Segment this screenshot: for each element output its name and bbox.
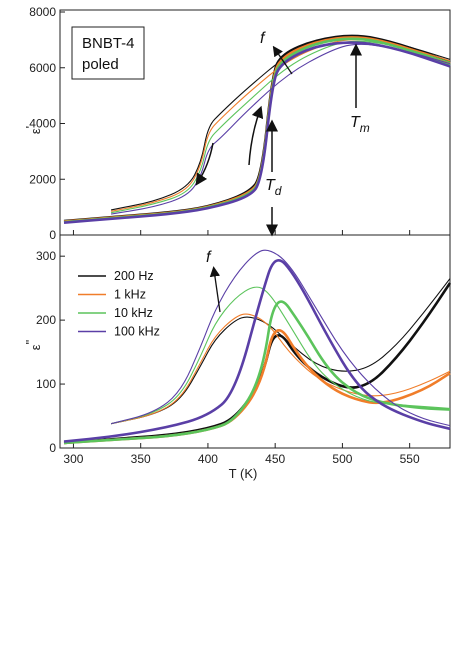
x-tick-label: 550	[400, 452, 420, 466]
thick-curve	[63, 329, 451, 445]
top-ylabel: ε'	[23, 126, 43, 134]
top-series	[63, 34, 451, 224]
sample-label-box	[71, 26, 145, 80]
top-f-arrow	[272, 45, 293, 75]
thin-curve	[111, 43, 451, 215]
bottom-f-arrow	[209, 266, 221, 313]
top-f-label: f	[260, 30, 266, 47]
thin-curve	[110, 278, 451, 425]
thin-curve	[110, 313, 451, 425]
series-200-hz	[63, 278, 452, 445]
cooling-arrow	[195, 142, 214, 186]
sample-label-line1: BNBT-4	[82, 35, 135, 52]
x-tick-label: 300	[63, 452, 83, 466]
y-tick-label: 200	[36, 313, 56, 327]
x-tick-label: 400	[198, 452, 218, 466]
y-tick-label: 4000	[29, 117, 56, 131]
sample-label-line2: poled	[82, 56, 119, 73]
bottom-y-ticks: 0 100 200 300	[36, 249, 65, 455]
top-y-ticks: 0 2000 4000 6000 8000	[29, 5, 65, 242]
tm-label-base: T	[350, 114, 361, 131]
bottom-ylabel-base: ε	[28, 344, 43, 350]
y-tick-label: 2000	[29, 172, 56, 186]
y-tick-label: 6000	[29, 61, 56, 75]
legend: 200 Hz 1 kHz 10 kHz 100 kHz	[78, 269, 160, 339]
series-100-khz	[63, 249, 451, 443]
y-tick-label: 300	[36, 249, 56, 263]
bottom-f-label: f	[206, 249, 212, 266]
tm-label: Tm	[350, 114, 370, 135]
x-axis-label: T (K)	[229, 466, 258, 481]
legend-label: 10 kHz	[114, 306, 153, 320]
x-tick-label: 450	[265, 452, 285, 466]
legend-label: 1 kHz	[114, 288, 146, 302]
td-label: Td	[265, 177, 282, 198]
series-100-khz	[63, 41, 451, 224]
heating-arrow	[248, 105, 264, 166]
bottom-panel-frame	[59, 234, 451, 449]
thick-curve	[63, 300, 451, 445]
bottom-ylabel: ε"	[23, 339, 43, 350]
x-tick-label: 350	[131, 452, 151, 466]
td-label-sub: d	[275, 184, 282, 198]
y-tick-label: 0	[49, 228, 56, 242]
bottom-ylabel-prime: "	[23, 339, 38, 344]
top-ylabel-base: ε	[28, 128, 43, 134]
bottom-series	[63, 249, 452, 445]
top-ylabel-prime: '	[23, 126, 38, 128]
tm-label-sub: m	[360, 121, 370, 135]
legend-label: 200 Hz	[114, 269, 154, 283]
x-ticks: 300 350 400 450 500 550	[63, 230, 420, 466]
y-tick-label: 0	[49, 441, 56, 455]
legend-label: 100 kHz	[114, 325, 160, 339]
y-tick-label: 8000	[29, 5, 56, 19]
td-label-base: T	[265, 177, 276, 194]
thick-curve	[63, 41, 451, 224]
thin-curve	[110, 249, 451, 427]
thick-curve	[63, 259, 451, 443]
y-tick-label: 100	[36, 377, 56, 391]
x-tick-label: 500	[332, 452, 352, 466]
